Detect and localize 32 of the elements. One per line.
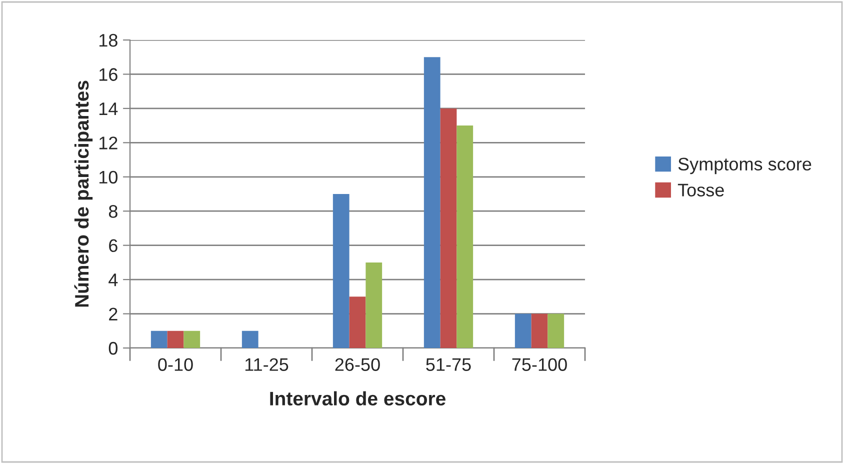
bar [150,330,168,348]
y-tick-label: 18 [99,34,118,47]
bar [167,330,184,348]
y-tick-label: 0 [108,342,118,355]
y-tick-label: 4 [108,274,118,286]
x-axis-title: Intervalo de escore [270,391,446,406]
bar [184,330,200,348]
x-tick-label: 11-25 [245,358,288,371]
bar [531,314,548,348]
x-tick-label: 0-10 [158,358,193,371]
y-tick-label: 8 [108,205,118,218]
legend-label: Symptoms score [678,158,812,174]
x-tick-label: 75-100 [512,358,567,371]
y-tick-label: 2 [109,308,118,320]
bar [514,314,532,348]
x-tick-label: 26-50 [335,358,380,371]
y-tick-label: 16 [99,68,118,81]
bar [332,194,350,348]
bar [456,126,474,348]
y-axis-title: Número de participantes [74,80,93,307]
legend-label: Tosse [678,184,724,196]
y-tick-label: 10 [99,170,118,184]
y-tick-label: 14 [99,102,118,115]
bar [424,57,440,348]
bar [548,314,564,348]
y-tick-label: 6 [109,239,118,252]
bar [366,262,382,348]
x-tick-label: 51-75 [426,358,471,371]
bar [242,330,258,348]
bar [349,296,366,348]
y-tick-label: 12 [99,136,118,150]
bar [440,108,457,348]
